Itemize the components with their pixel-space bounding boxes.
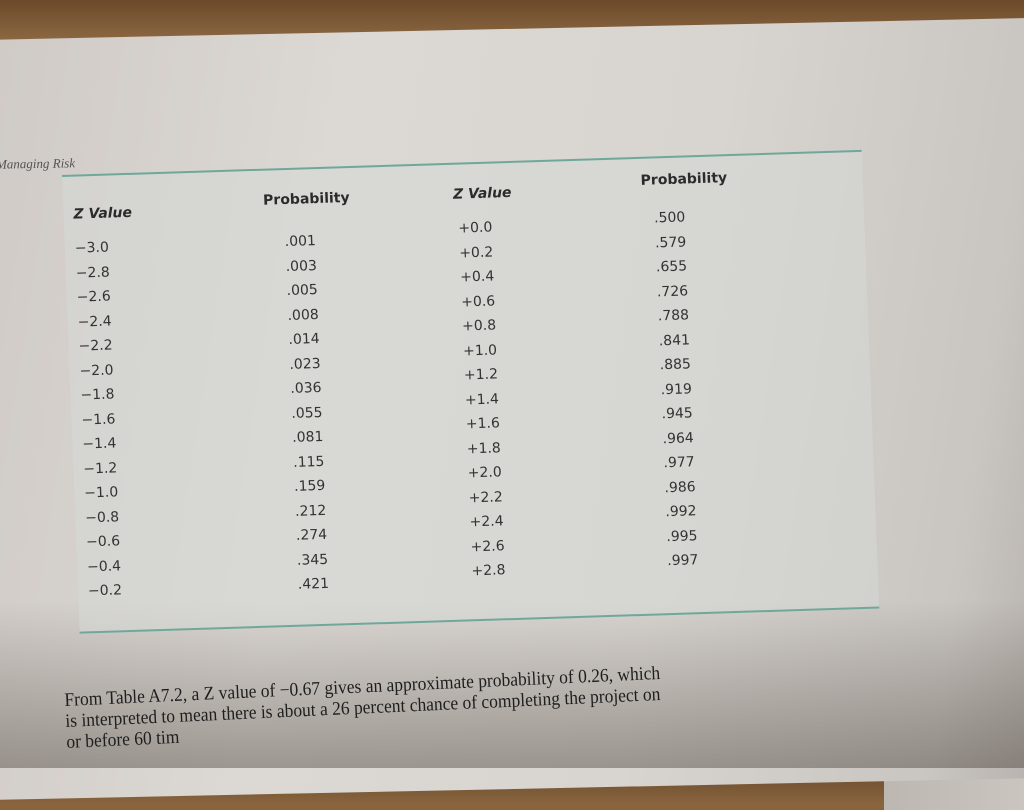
table-cell: .274: [295, 526, 328, 544]
table-cell: +1.8: [466, 439, 502, 457]
table-cell: .212: [294, 502, 327, 520]
table-cell: +1.6: [465, 415, 501, 433]
table-cell: .159: [293, 477, 326, 495]
header-z-value: Z Value: [452, 184, 512, 203]
table-cell: +2.0: [467, 464, 503, 482]
table-cell: .008: [287, 306, 320, 324]
table-cell: +0.2: [458, 243, 494, 262]
table-cell: .841: [658, 331, 691, 349]
running-head: Managing Risk: [0, 155, 76, 172]
table-cell: −2.8: [75, 264, 111, 282]
table-cell: +1.0: [462, 341, 498, 359]
table-cell: .115: [292, 453, 325, 471]
table-cell: .977: [663, 454, 695, 472]
table-cell: −0.2: [87, 582, 123, 600]
table-cell: +2.8: [471, 562, 506, 580]
table-cell: .055: [291, 404, 323, 422]
table-cell: .500: [653, 209, 686, 227]
table-cell: .992: [665, 503, 697, 521]
table-cell: +2.6: [470, 537, 505, 555]
table-cell: .788: [657, 307, 690, 325]
table-cell: .919: [660, 380, 693, 398]
table-cell: .023: [289, 355, 321, 373]
table-cell: −2.2: [78, 337, 113, 355]
z-column-positive: Z Value +0.0 +0.2 +0.4 +0.6 +0.8 +1.0 +1.2 +1.4…: [443, 185, 527, 584]
table-cell: +1.4: [464, 390, 500, 408]
table-cell: .997: [666, 552, 699, 570]
header-z-value: Z Value: [73, 204, 133, 223]
table-cell: .945: [661, 405, 694, 423]
table-cell: .726: [656, 282, 689, 300]
table-cell: +0.4: [459, 268, 495, 286]
table-cell: +2.4: [469, 513, 504, 531]
table-cell: +1.2: [463, 366, 499, 384]
table-cell: .655: [655, 258, 688, 276]
table-cell: −1.2: [82, 459, 118, 477]
table-cell: .001: [284, 233, 317, 251]
table-cell: .421: [297, 575, 330, 593]
table-cell: −1.4: [82, 435, 117, 453]
table-cell: −1.6: [81, 410, 116, 428]
table-cell: .986: [664, 478, 696, 496]
probability-table: Z Value −3.0 −2.8 −2.6 −2.4 −2.2 −2.0 −1.8 −1.6…: [62, 149, 880, 634]
table-cell: +0.0: [458, 219, 493, 237]
table-cell: −2.4: [77, 313, 112, 331]
table-cell: +2.2: [468, 488, 503, 506]
table-cell: .995: [666, 527, 698, 545]
table-cell: .345: [296, 551, 329, 569]
table-cell: +0.8: [461, 317, 497, 335]
table-cell: .036: [290, 379, 322, 397]
table-cell: −0.8: [84, 508, 120, 526]
probability-column-left: Probability .001 .003 .005 .008 .014 .023 .036…: [263, 190, 365, 598]
table-cell: .081: [291, 428, 324, 446]
header-probability: Probability: [262, 189, 350, 209]
table-cell: +0.6: [460, 292, 496, 311]
table-cell: .003: [285, 257, 318, 275]
table-cell: .014: [288, 330, 320, 348]
table-cell: .964: [662, 429, 695, 447]
header-probability: Probability: [640, 170, 728, 189]
table-cell: −0.6: [85, 533, 121, 551]
table-cell: −0.4: [86, 557, 122, 575]
table-cell: −1.8: [80, 386, 115, 404]
table-cell: .885: [659, 356, 692, 374]
probability-column-right: Probability .500 .579 .655 .726 .788 .841 .885…: [632, 170, 742, 574]
z-column-negative: Z Value −3.0 −2.8 −2.6 −2.4 −2.2 −2.0 −1.8 −1.6…: [73, 205, 147, 604]
table-cell: −1.0: [83, 484, 119, 502]
table-cell: −3.0: [74, 239, 110, 257]
table-cell: .005: [286, 282, 319, 299]
table-cell: −2.6: [76, 288, 112, 306]
table-cell: −2.0: [79, 361, 114, 380]
table-cell: .579: [654, 233, 687, 251]
